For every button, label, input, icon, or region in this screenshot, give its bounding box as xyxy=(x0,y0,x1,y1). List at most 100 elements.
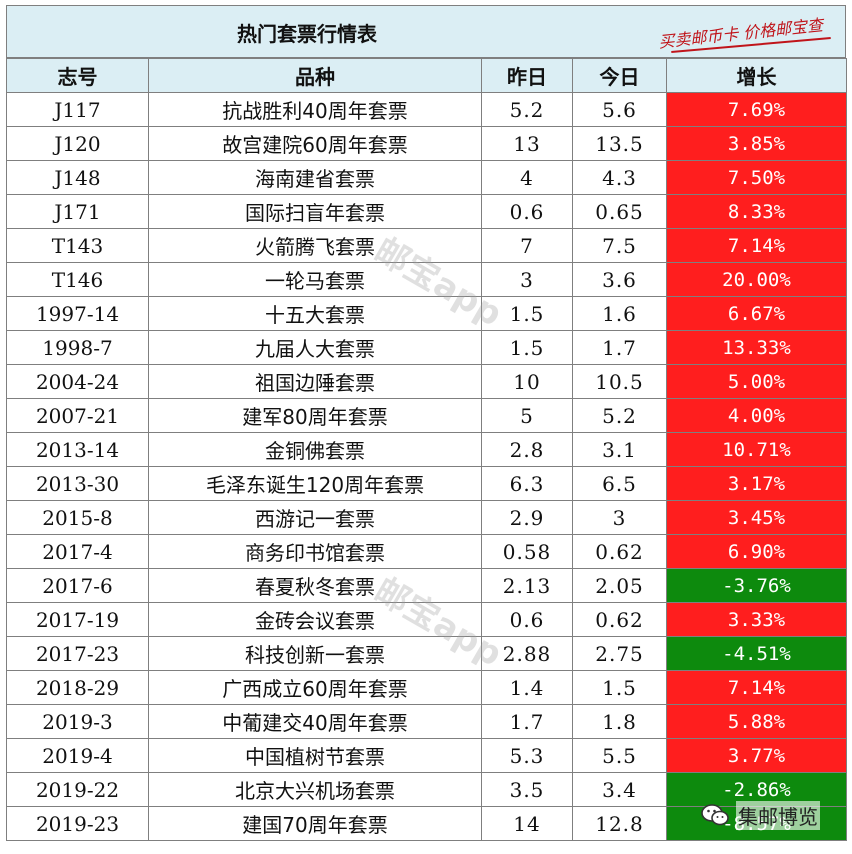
code-cell: 2004-24 xyxy=(6,364,149,399)
code-cell: 2019-23 xyxy=(6,806,149,841)
growth-cell: -4.51% xyxy=(666,636,847,671)
today-cell: 5.5 xyxy=(572,738,667,773)
yesterday-cell: 3 xyxy=(481,262,573,297)
yesterday-cell: 1.4 xyxy=(481,670,573,705)
code-cell: 2018-29 xyxy=(6,670,149,705)
growth-cell: -3.76% xyxy=(666,568,847,603)
name-cell: 建国70周年套票 xyxy=(148,806,482,841)
wechat-icon xyxy=(700,802,730,828)
table-row: 2017-4 商务印书馆套票 0.58 0.62 6.90% xyxy=(6,534,847,569)
code-cell: 1998-7 xyxy=(6,330,149,365)
table-row: 2018-29 广西成立60周年套票 1.4 1.5 7.14% xyxy=(6,670,847,705)
today-cell: 1.7 xyxy=(572,330,667,365)
code-cell: 2019-3 xyxy=(6,704,149,739)
growth-cell: 4.00% xyxy=(666,398,847,433)
growth-cell: 3.33% xyxy=(666,602,847,637)
table-row: 2007-21 建军80周年套票 5 5.2 4.00% xyxy=(6,398,847,433)
code-cell: 2017-4 xyxy=(6,534,149,569)
table-row: J120 故宫建院60周年套票 13 13.5 3.85% xyxy=(6,126,847,161)
sheet-title: 热门套票行情表 xyxy=(237,22,377,46)
table-row: 1997-14 十五大套票 1.5 1.6 6.67% xyxy=(6,296,847,331)
name-cell: 北京大兴机场套票 xyxy=(148,772,482,807)
code-cell: J117 xyxy=(6,92,149,127)
name-cell: 中国植树节套票 xyxy=(148,738,482,773)
today-cell: 0.62 xyxy=(572,602,667,637)
today-cell: 5.2 xyxy=(572,398,667,433)
name-cell: 广西成立60周年套票 xyxy=(148,670,482,705)
column-header-code: 志号 xyxy=(6,58,149,93)
name-cell: 金砖会议套票 xyxy=(148,602,482,637)
column-header-name: 品种 xyxy=(148,58,482,93)
table-row: J171 国际扫盲年套票 0.6 0.65 8.33% xyxy=(6,194,847,229)
today-cell: 6.5 xyxy=(572,466,667,501)
code-cell: 2007-21 xyxy=(6,398,149,433)
code-cell: J120 xyxy=(6,126,149,161)
yesterday-cell: 14 xyxy=(481,806,573,841)
growth-cell: 7.50% xyxy=(666,160,847,195)
yesterday-cell: 2.8 xyxy=(481,432,573,467)
code-cell: 2017-6 xyxy=(6,568,149,603)
today-cell: 13.5 xyxy=(572,126,667,161)
wechat-account-name: 集邮博览 xyxy=(736,800,820,830)
code-cell: 2019-22 xyxy=(6,772,149,807)
code-cell: 2017-23 xyxy=(6,636,149,671)
growth-cell: 6.90% xyxy=(666,534,847,569)
name-cell: 一轮马套票 xyxy=(148,262,482,297)
table-row: T143 火箭腾飞套票 7 7.5 7.14% xyxy=(6,228,847,263)
today-cell: 5.6 xyxy=(572,92,667,127)
today-cell: 12.8 xyxy=(572,806,667,841)
growth-cell: 8.33% xyxy=(666,194,847,229)
price-table: 志号 品种 昨日 今日 增长 J117 抗战胜利40周年套票 5.2 5.6 7.69%… xyxy=(6,58,847,841)
yesterday-cell: 0.58 xyxy=(481,534,573,569)
column-header-yesterday: 昨日 xyxy=(481,58,573,93)
today-cell: 0.62 xyxy=(572,534,667,569)
yesterday-cell: 5.3 xyxy=(481,738,573,773)
yesterday-cell: 5.2 xyxy=(481,92,573,127)
header-row: 志号 品种 昨日 今日 增长 xyxy=(6,58,847,93)
today-cell: 3.1 xyxy=(572,432,667,467)
yesterday-cell: 5 xyxy=(481,398,573,433)
today-cell: 7.5 xyxy=(572,228,667,263)
today-cell: 1.8 xyxy=(572,704,667,739)
column-header-today: 今日 xyxy=(572,58,667,93)
yesterday-cell: 4 xyxy=(481,160,573,195)
yesterday-cell: 2.13 xyxy=(481,568,573,603)
name-cell: 中葡建交40周年套票 xyxy=(148,704,482,739)
today-cell: 3.4 xyxy=(572,772,667,807)
growth-cell: 10.71% xyxy=(666,432,847,467)
growth-cell: 3.85% xyxy=(666,126,847,161)
today-cell: 0.65 xyxy=(572,194,667,229)
growth-cell: 3.45% xyxy=(666,500,847,535)
today-cell: 3.6 xyxy=(572,262,667,297)
title-bar: 热门套票行情表 买卖邮币卡 价格邮宝查 xyxy=(6,5,846,58)
yesterday-cell: 13 xyxy=(481,126,573,161)
table-row: 2017-6 春夏秋冬套票 2.13 2.05 -3.76% xyxy=(6,568,847,603)
table-row: 2017-19 金砖会议套票 0.6 0.62 3.33% xyxy=(6,602,847,637)
growth-cell: 3.17% xyxy=(666,466,847,501)
table-row: 2013-30 毛泽东诞生120周年套票 6.3 6.5 3.17% xyxy=(6,466,847,501)
name-cell: 建军80周年套票 xyxy=(148,398,482,433)
growth-cell: 6.67% xyxy=(666,296,847,331)
wechat-badge: 集邮博览 xyxy=(700,800,820,830)
table-row: J148 海南建省套票 4 4.3 7.50% xyxy=(6,160,847,195)
growth-cell: 7.14% xyxy=(666,228,847,263)
table-row: 2015-8 西游记一套票 2.9 3 3.45% xyxy=(6,500,847,535)
yesterday-cell: 1.7 xyxy=(481,704,573,739)
today-cell: 3 xyxy=(572,500,667,535)
growth-cell: 3.77% xyxy=(666,738,847,773)
growth-cell: 7.14% xyxy=(666,670,847,705)
name-cell: 科技创新一套票 xyxy=(148,636,482,671)
table-row: 2013-14 金铜佛套票 2.8 3.1 10.71% xyxy=(6,432,847,467)
table-row: 2019-4 中国植树节套票 5.3 5.5 3.77% xyxy=(6,738,847,773)
signature-stamp: 买卖邮币卡 价格邮宝查 xyxy=(658,14,831,54)
code-cell: T143 xyxy=(6,228,149,263)
code-cell: J148 xyxy=(6,160,149,195)
today-cell: 10.5 xyxy=(572,364,667,399)
code-cell: 2013-14 xyxy=(6,432,149,467)
code-cell: 2017-19 xyxy=(6,602,149,637)
yesterday-cell: 6.3 xyxy=(481,466,573,501)
yesterday-cell: 3.5 xyxy=(481,772,573,807)
code-cell: J171 xyxy=(6,194,149,229)
name-cell: 海南建省套票 xyxy=(148,160,482,195)
